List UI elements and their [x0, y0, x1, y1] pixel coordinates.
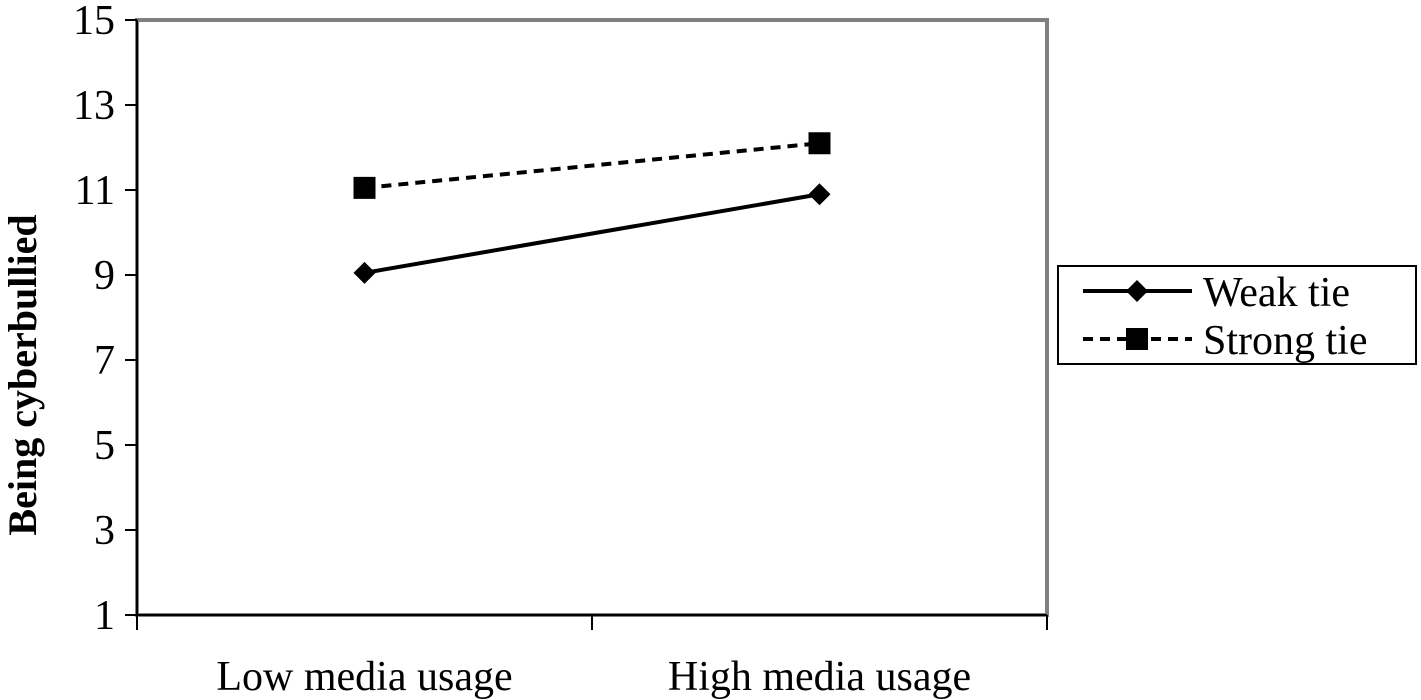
x-tick-label: Low media usage [216, 654, 512, 700]
legend-box [1057, 265, 1417, 365]
y-tick-label: 7 [94, 338, 115, 384]
x-axis-ticks: Low media usage High media usage [136, 615, 1048, 700]
legend-label-strong-tie: Strong tie [1203, 318, 1368, 364]
y-tick-label: 11 [75, 168, 115, 214]
data-point-strong-tie [808, 132, 831, 155]
y-tick-label: 9 [94, 253, 115, 299]
y-tick-label: 1 [94, 593, 115, 639]
legend-marker-weak-tie [1126, 280, 1148, 302]
data-point-strong-tie [353, 176, 376, 199]
plot-area [135, 18, 1049, 617]
y-axis-label: Being cyberbullied [0, 214, 45, 535]
data-point-weak-tie [353, 261, 376, 284]
y-tick-label: 3 [94, 508, 115, 554]
legend-marker-strong-tie [1126, 328, 1148, 350]
y-tick-label: 13 [73, 83, 115, 129]
y-tick-label: 15 [73, 0, 115, 44]
data-point-weak-tie [808, 183, 831, 206]
legend-label-weak-tie: Weak tie [1203, 270, 1350, 316]
series-line-weak-tie [364, 192, 820, 275]
series-line-strong-tie [364, 141, 820, 190]
x-tick-label: High media usage [668, 654, 971, 700]
y-tick-label: 5 [94, 423, 115, 469]
series-layer [353, 132, 831, 284]
